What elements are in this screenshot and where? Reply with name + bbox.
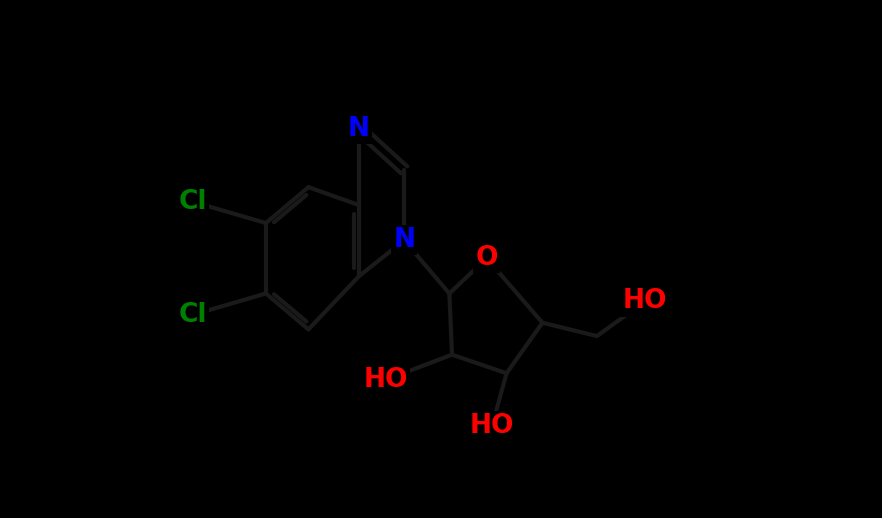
Text: N: N	[393, 227, 415, 253]
Text: N: N	[348, 116, 370, 141]
Text: O: O	[475, 245, 497, 271]
Text: Cl: Cl	[178, 189, 207, 215]
Text: HO: HO	[363, 367, 407, 393]
Text: Cl: Cl	[178, 302, 207, 328]
Text: HO: HO	[469, 413, 514, 439]
Text: HO: HO	[623, 289, 667, 314]
